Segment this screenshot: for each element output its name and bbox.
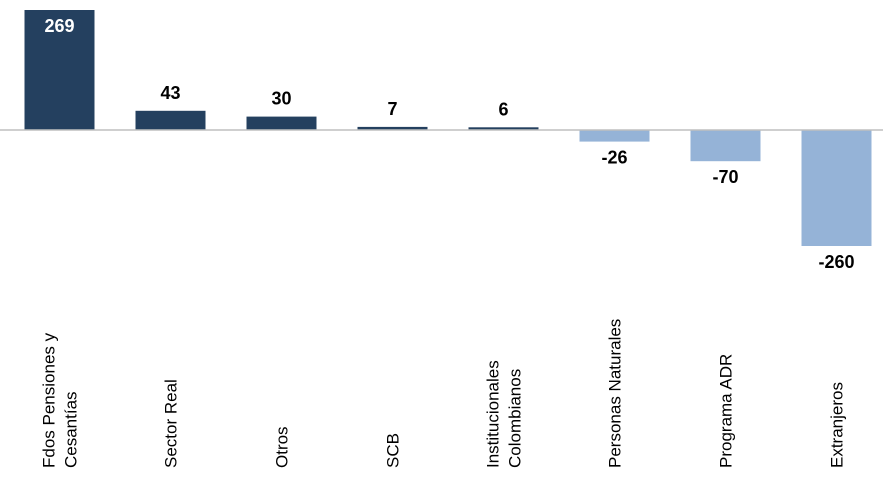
bar-value-label: -260 — [818, 252, 854, 272]
category-label: Programa ADR — [717, 354, 736, 468]
value-labels-group: 269 43 30 7 6 -26 -70 -260 — [44, 16, 854, 272]
bar-value-label: 7 — [387, 99, 397, 119]
bar — [357, 126, 428, 130]
bar — [468, 127, 539, 130]
category-label: Sector Real — [162, 379, 181, 468]
category-label: Institucionales Colombianos — [484, 360, 525, 468]
bars-group — [24, 10, 872, 246]
category-label-line: Cesantías — [62, 391, 81, 468]
category-label-line: Extranjeros — [828, 382, 847, 468]
category-label-line: Otros — [273, 426, 292, 468]
bar — [690, 130, 761, 162]
category-labels-group: Fdos Pensiones y Cesantías Sector Real Otro… — [40, 319, 847, 468]
bar — [24, 10, 95, 130]
bar — [135, 110, 206, 130]
category-label: Personas Naturales — [606, 319, 625, 468]
category-label: Otros — [273, 426, 292, 468]
bar — [801, 130, 872, 246]
category-label-line: Colombianos — [506, 369, 525, 468]
bar-value-label: -26 — [601, 148, 627, 168]
bar-value-label: 6 — [498, 99, 508, 119]
bar — [579, 130, 650, 142]
bar-value-label: 30 — [271, 89, 291, 109]
bar-value-label: 43 — [160, 83, 180, 103]
bar-value-label: -70 — [712, 167, 738, 187]
category-label: Fdos Pensiones y Cesantías — [40, 332, 81, 468]
bar-value-label: 269 — [44, 16, 74, 36]
category-label-line: SCB — [384, 433, 403, 468]
category-label-line: Fdos Pensiones y — [40, 332, 59, 468]
category-label-line: Sector Real — [162, 379, 181, 468]
bar — [246, 116, 317, 130]
category-label-line: Programa ADR — [717, 354, 736, 468]
category-label-line: Personas Naturales — [606, 319, 625, 468]
category-label: Extranjeros — [828, 382, 847, 468]
category-label: SCB — [384, 433, 403, 468]
category-label-line: Institucionales — [484, 360, 503, 468]
